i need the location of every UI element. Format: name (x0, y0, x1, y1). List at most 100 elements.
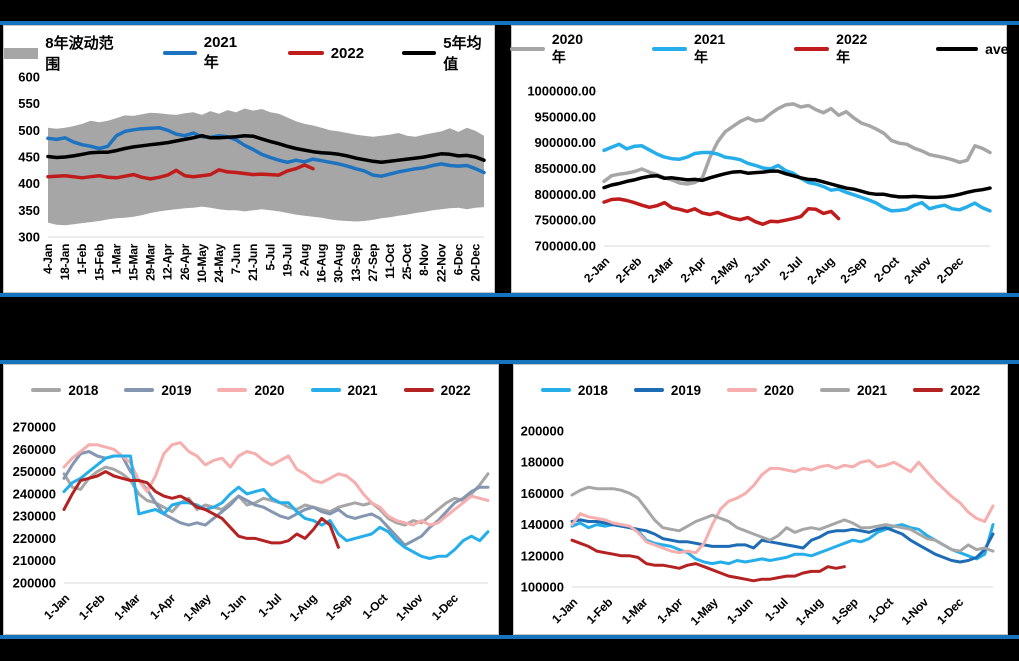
series-line-2022年 (602, 197, 841, 227)
legend-item-2018: 2018 (31, 383, 98, 398)
y-axis-tick-label: 350 (18, 203, 40, 218)
x-axis-tick-label: 1-Apr (147, 591, 178, 622)
x-axis-tick-label: 2-Jul (776, 254, 805, 283)
y-axis-tick-label: 200000 (521, 424, 564, 439)
series-line-ave (602, 169, 992, 200)
chart-legend: 2018 2019 2020 2021 2022 (4, 365, 498, 407)
line-swatch-icon (726, 388, 757, 392)
x-axis-tick-label: 1-Jun (724, 595, 755, 626)
line-swatch-icon (124, 388, 155, 392)
legend-label: 2020 (254, 382, 285, 398)
series-line-5年均值 (46, 133, 486, 165)
x-axis-tick-label: 27-Sep (366, 244, 380, 282)
series-line-2021年 (46, 125, 486, 178)
x-axis-tick-label: 1-Nov (899, 595, 932, 628)
y-axis-tick-label: 600 (18, 70, 40, 85)
y-axis-tick-label: 450 (18, 150, 40, 165)
chart-panel-bottom-right: 2018 2019 2020 2021 2022 200000 180000 160000 1… (513, 364, 1008, 635)
legend-item-2022: 2022 (403, 383, 471, 398)
x-axis-tick-label: 15-Feb (92, 244, 106, 281)
x-axis-tick-label: 7-Jun (229, 244, 243, 275)
separator-bar-top (0, 21, 1019, 25)
series-line-2020 (62, 441, 490, 527)
series-line-2020 (570, 459, 995, 555)
x-axis-tick-label: 2-Mar (645, 254, 677, 286)
y-axis-tick-label: 120000 (521, 548, 564, 563)
x-axis-tick-label: 30-Aug (332, 244, 346, 283)
y-axis-tick-label: 550 (18, 96, 40, 111)
legend-label: 2021 (857, 382, 888, 398)
x-axis-tick-label: 2-Jun (741, 254, 772, 285)
line-swatch-icon (793, 47, 830, 51)
legend-label: ave (985, 41, 1009, 57)
x-axis-tick-label: 1-Mar (619, 595, 651, 627)
line-swatch-icon (287, 51, 324, 55)
legend-label: 2021年 (203, 34, 238, 71)
x-axis-tick-label: 1-Sep (323, 591, 355, 623)
x-axis-tick-label: 1-Jun (217, 591, 248, 622)
x-axis-tick-label: 1-May (181, 591, 214, 624)
x-axis-tick-label: 2-Feb (613, 254, 644, 285)
line-swatch-icon (509, 47, 545, 51)
x-axis-tick-label: 2-Sep (838, 254, 870, 286)
y-axis-tick-label: 850000.00 (535, 161, 596, 176)
x-axis-tick-label: 1-Oct (865, 595, 896, 626)
x-axis-tick-label: 13-Sep (349, 244, 363, 282)
legend-item-5年均值: 5年均值 (402, 32, 494, 74)
x-axis-tick-label: 2-Apr (678, 254, 709, 285)
legend-item-8年波动范围: 8年波动范围 (4, 32, 125, 74)
legend-item-2020: 2020 (726, 382, 795, 398)
chart-panel-bottom-left: 2018 2019 2020 2021 2022 270000 260000 250000 2… (3, 364, 499, 635)
series-line-2018 (62, 465, 490, 527)
legend-item-2022年: 2022年 (793, 31, 874, 67)
legend-label: 2019 (670, 382, 701, 398)
line-swatch-icon (651, 47, 687, 51)
x-axis-tick-label: 6-Dec (451, 243, 465, 275)
x-axis-tick-label: 1-Jul (762, 595, 791, 624)
x-axis-tick-label: 1-Jan (41, 591, 72, 622)
legend-label: 2018 (68, 382, 99, 398)
legend-label: 2020 (763, 382, 795, 398)
x-axis-tick-label: 29-Mar (144, 243, 158, 281)
y-axis-tick-label: 270000 (13, 420, 56, 435)
y-axis-tick-label: 240000 (13, 486, 56, 501)
series-line-2022 (62, 470, 340, 549)
x-axis-tick-label: 1-Jan (549, 595, 580, 626)
y-axis-tick-label: 700000.00 (535, 239, 596, 254)
chart-panel-top-left: 8年波动范围 2021年 2022 5年均值 600 550 500 450 400 350 30… (3, 25, 495, 293)
x-axis-tick-label: 25-Oct (400, 244, 414, 280)
y-axis-tick-label: 100000 (521, 580, 564, 595)
separator-bar-row2-top (0, 360, 1019, 364)
legend-item-2019: 2019 (633, 382, 701, 398)
legend-item-ave: ave (936, 41, 1008, 57)
legend-label: 5年均值 (443, 35, 482, 73)
legend-item-2021: 2021 (310, 383, 378, 398)
legend-label: 2020年 (551, 31, 583, 65)
x-axis-tick-label: 15-Mar (126, 243, 140, 281)
series-line-2019 (62, 450, 490, 547)
line-swatch-icon (217, 388, 248, 392)
line-swatch-icon (162, 51, 197, 55)
y-axis-tick-label: 800000.00 (535, 187, 596, 202)
y-axis-tick-label: 210000 (13, 553, 56, 568)
x-axis-tick-label: 8-Nov (417, 243, 431, 275)
x-axis-tick-label: 11-Oct (383, 244, 397, 279)
legend-label: 2022 (330, 44, 365, 62)
y-axis-tick-label: 180000 (521, 455, 564, 470)
x-axis-tick-label: 2-Aug (804, 254, 837, 287)
x-axis-tick-label: 1-May (688, 595, 721, 628)
y-axis-tick-label: 220000 (13, 531, 56, 546)
legend-item-2019: 2019 (124, 383, 191, 398)
x-axis-tick-label: 2-Dec (934, 254, 966, 286)
x-axis-tick-label: 1-Mar (109, 243, 123, 274)
x-axis-tick-label: 26-Apr (178, 243, 192, 280)
line-swatch-icon (913, 388, 944, 392)
x-axis-tick-label: 21-Jun (246, 244, 260, 281)
x-axis-tick-label: 1-Sep (829, 595, 861, 627)
chart-canvas: 270000 260000 250000 240000 230000 220000 2100… (13, 420, 490, 624)
y-axis-tick-label: 160000 (521, 486, 564, 501)
legend-item-2021: 2021 (820, 383, 887, 398)
chart-legend: 2020年 2021年 2022年 ave (509, 26, 1008, 67)
line-swatch-icon (310, 388, 341, 392)
